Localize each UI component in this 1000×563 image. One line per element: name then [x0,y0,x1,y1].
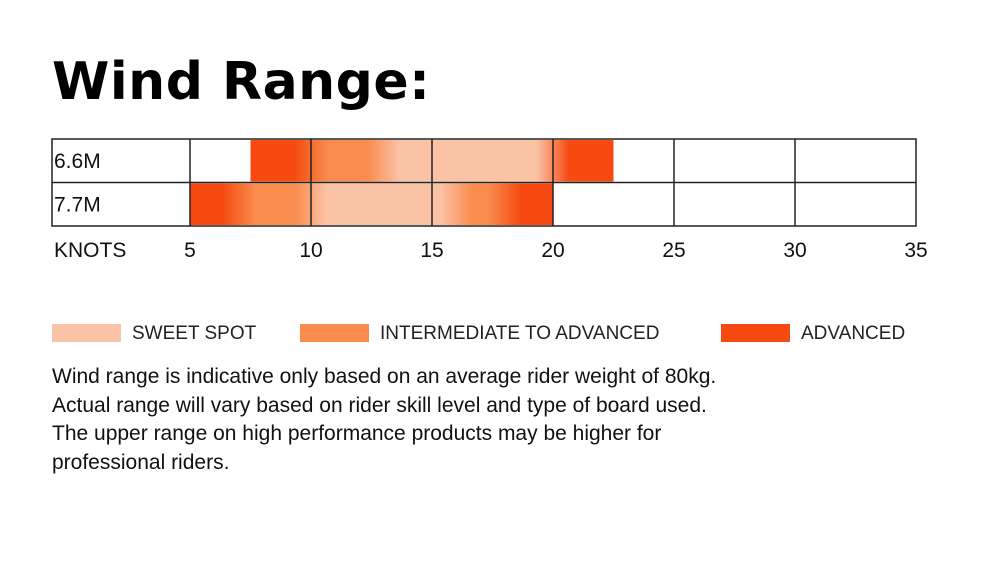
x-tick-label: 15 [420,239,443,262]
legend-swatch-advanced [721,324,790,342]
disclaimer-line: Wind range is indicative only based on a… [52,365,717,388]
chart-grid [51,138,917,227]
disclaimer-line: professional riders. [52,450,230,474]
legend-label-sweet-spot: SWEET SPOT [132,323,257,344]
disclaimer-text: Wind range is indicative only based on a… [52,363,952,477]
x-tick-label: 30 [783,239,806,262]
chart-labels: 6.6M 7.7M KNOTS 5 10 15 20 25 30 35 [54,150,928,262]
disclaimer-line: Actual range will vary based on rider sk… [52,393,707,417]
x-axis-label: KNOTS [54,239,126,262]
x-tick-label: 5 [184,239,196,262]
chart-legend: SWEET SPOT INTERMEDIATE TO ADVANCED ADVA… [0,322,1000,352]
wind-range-chart: 6.6M 7.7M KNOTS 5 10 15 20 25 30 35 [51,138,928,262]
legend-item-intermediate: INTERMEDIATE TO ADVANCED [300,322,720,348]
range-bar-7-7m [190,183,553,225]
legend-label-intermediate: INTERMEDIATE TO ADVANCED [380,323,660,344]
x-tick-label: 20 [541,239,564,262]
legend-label-advanced: ADVANCED [801,323,906,344]
disclaimer-line: The upper range on high performance prod… [52,422,662,445]
x-tick-label: 10 [299,239,322,262]
row-label: 6.6M [54,150,101,173]
legend-item-sweet-spot: SWEET SPOT [52,322,282,348]
x-tick-label: 25 [662,239,685,262]
legend-item-advanced: ADVANCED [721,322,951,348]
chart-title: Wind Range: [52,52,431,112]
legend-swatch-sweet-spot [52,324,121,342]
legend-swatch-intermediate [300,324,369,342]
row-label: 7.7M [54,193,101,216]
x-tick-label: 35 [904,239,927,262]
